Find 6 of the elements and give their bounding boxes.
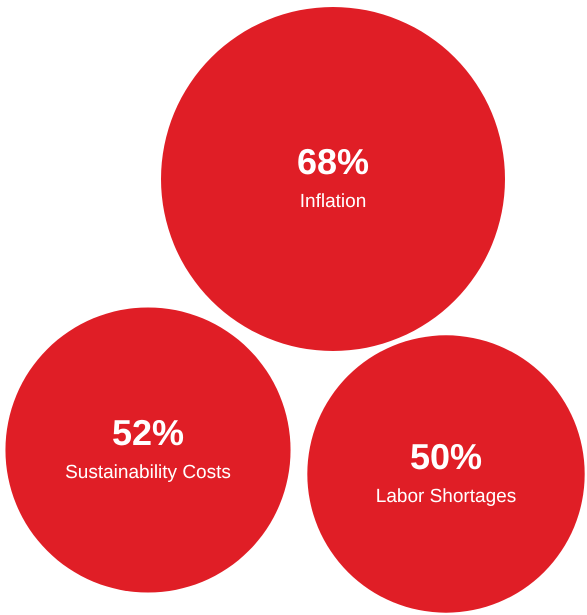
category-label: Labor Shortages — [376, 486, 516, 507]
data-label: 52% — [112, 412, 184, 453]
category-label: Sustainability Costs — [65, 462, 231, 483]
data-label: 50% — [410, 436, 482, 477]
data-label: 68% — [296, 141, 370, 182]
category-label: Inflation — [300, 191, 366, 212]
